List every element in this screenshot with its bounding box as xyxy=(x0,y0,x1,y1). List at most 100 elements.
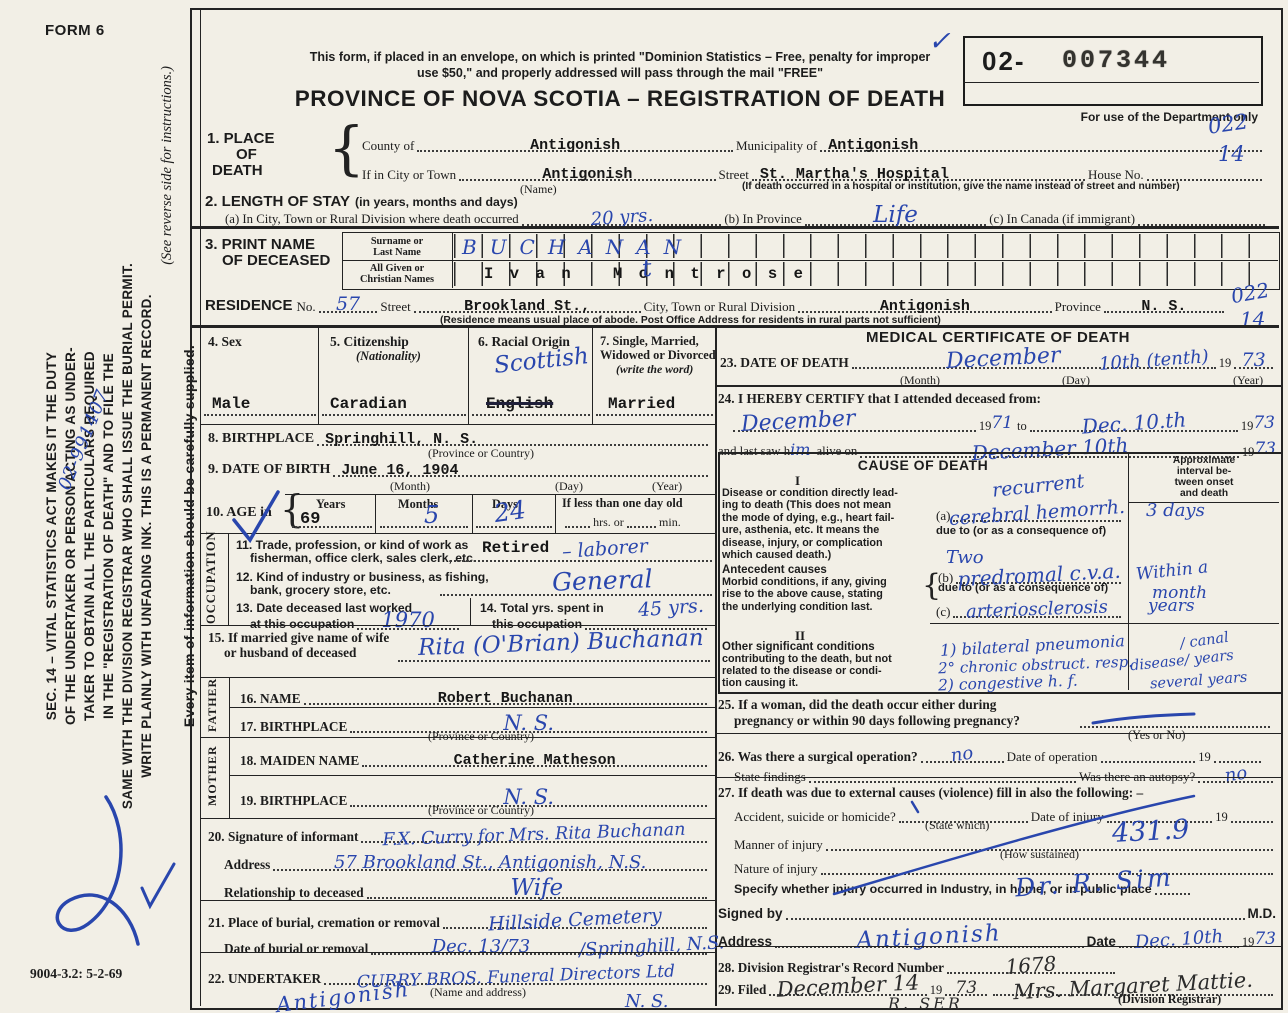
year-prefix: 19 xyxy=(1241,444,1255,459)
months-label: Months xyxy=(398,497,439,511)
interval-header-line: and death xyxy=(1179,488,1229,499)
residence-row: RESIDENCE No. 57 Street Brookland St., C… xyxy=(205,295,1227,314)
filed-row: 29. Filed December 14 19 73 Mrs. Margare… xyxy=(718,968,1276,1004)
s14-label-2: this occupation xyxy=(492,616,583,631)
last-saw-label-1: and last saw h xyxy=(718,444,791,459)
cell-divider xyxy=(468,328,469,424)
death-year: 73 xyxy=(1241,349,1266,371)
marital-label-2: Widowed or Divorced xyxy=(600,348,716,362)
other-line: related to the disease or condi- xyxy=(722,665,882,677)
inner-left-rule xyxy=(200,8,201,1006)
cause-desc-line: ure, asthenia, etc. It means the xyxy=(722,524,880,537)
print-code: 9004-3.2: 5-2-69 xyxy=(30,966,123,981)
racial-origin-struck: English xyxy=(486,395,554,413)
age-box-bottom xyxy=(200,533,715,534)
marital-line xyxy=(596,410,713,416)
cause-desc-line: Disease or condition directly lead- xyxy=(722,487,898,499)
father-name-row: 16. NAME Robert Buchanan xyxy=(240,689,710,707)
s27-blue-slash xyxy=(832,794,1196,896)
injury-date-label: Date of injury xyxy=(1030,809,1104,824)
division-registrar-sub: (Division Registrar) xyxy=(1118,992,1222,1006)
s2-paren: (in years, months and days) xyxy=(355,195,518,209)
mother-birthplace-sub: (Province or Country) xyxy=(428,803,534,817)
residence-note: (Residence means usual place of abode. P… xyxy=(440,315,941,326)
cause-title: CAUSE OF DEATH xyxy=(857,457,989,473)
months-value: 5 xyxy=(424,501,440,529)
attended-from: December xyxy=(740,406,857,437)
mother-side-rule xyxy=(229,737,230,818)
mother-birthplace-row: 19. BIRTHPLACE N. S. xyxy=(240,787,710,808)
mother-maiden-value: Catherine Matheson xyxy=(453,752,616,769)
s11-label-1: 11. Trade, profession, or kind of work a… xyxy=(236,538,469,552)
operation-label: 26. Was there a surgical operation? xyxy=(718,748,918,764)
dob-year-sub: (Year) xyxy=(652,479,683,493)
father-name-value: Robert Buchanan xyxy=(437,690,573,707)
rule-below-s23 xyxy=(715,385,1281,387)
name-note: (Name) xyxy=(520,182,557,196)
s2-title-row: 2. LENGTH OF STAY (in years, months and … xyxy=(205,194,625,210)
s26-row1: 26. Was there a surgical operation? no D… xyxy=(718,743,1276,766)
city-value: Antigonish xyxy=(542,166,633,183)
cell-divider xyxy=(592,328,593,424)
surname-value: BUCHANAN xyxy=(462,235,695,259)
how-sustained-sub: (How sustained) xyxy=(1000,847,1079,861)
s13-value: 1970 xyxy=(381,608,435,632)
cause-a-interval: 3 days xyxy=(1146,500,1205,521)
surname-grid xyxy=(454,234,1276,258)
death-month-sub: (Month) xyxy=(900,373,940,387)
s1-label-line1: 1. PLACE xyxy=(207,130,275,147)
father-birthplace-label: 17. BIRTHPLACE xyxy=(240,718,348,734)
marital-sub: (write the word) xyxy=(616,362,694,376)
year-prefix: 19 xyxy=(1215,809,1228,824)
county-value: Antigonish xyxy=(530,137,621,154)
r-ser-note: R. SER xyxy=(888,994,963,1013)
year-prefix: 19 xyxy=(1198,749,1211,764)
certificate-box-divider xyxy=(963,82,1259,83)
rule-above-s28 xyxy=(715,946,1281,947)
cause-b-interval-2: month xyxy=(1152,583,1208,603)
attended-until-year: 73 xyxy=(1253,413,1275,433)
sex-label: 4. Sex xyxy=(208,334,242,349)
sex-line xyxy=(204,410,316,416)
antecedent-line: Morbid conditions, if any, giving xyxy=(722,576,887,589)
cause-b-label: (b) xyxy=(938,570,954,585)
antecedent-desc: Antecedent causes Morbid conditions, if … xyxy=(722,564,887,613)
burial-date-row: Date of burial or removal Dec. 13/73 /Sp… xyxy=(224,932,725,961)
burial-date-value: Dec. 13/73 xyxy=(431,936,531,957)
s1-code-022: 022 xyxy=(1206,109,1250,139)
dob-value: June 16, 1904 xyxy=(341,462,459,479)
dob-day-sub: (Day) xyxy=(555,479,583,493)
roman-two: II xyxy=(795,628,806,643)
s15-label-2: or husband of deceased xyxy=(224,645,357,660)
s15-line xyxy=(398,656,710,662)
s12-label-2: bank, grocery store, etc. xyxy=(250,583,391,597)
blue-checkmark: ✓ xyxy=(928,26,951,57)
residence-label: RESIDENCE xyxy=(205,297,293,314)
hrs-min-row: hrs. or min. xyxy=(562,512,710,528)
autopsy-label: Was there an autopsy? xyxy=(1078,769,1196,784)
cause-b-brace: { xyxy=(922,568,942,603)
filed-year: 73 xyxy=(955,978,978,998)
occupation-side-rule xyxy=(228,533,229,625)
given-name-correction: t xyxy=(640,253,654,283)
s2-row: (a) In City, Town or Rural Division wher… xyxy=(225,204,1268,230)
column-divider xyxy=(715,325,717,1006)
cause-a-row: (a) cerebral hemorrh. xyxy=(936,496,1126,530)
sex-value: Male xyxy=(212,395,251,413)
to-label: to xyxy=(1016,418,1027,433)
s2a-label: (a) In City, Town or Rural Division wher… xyxy=(225,212,519,227)
name-box-divider xyxy=(342,260,1278,261)
blue-flourish-mark xyxy=(55,795,176,946)
certify-label: 24. I HEREBY CERTIFY that I attended dec… xyxy=(718,391,1041,406)
cause-desc-line: disease, injury, or complication xyxy=(722,536,883,549)
birthplace-sub: (Province or Country) xyxy=(428,446,534,460)
department-use-note: For use of the Department only xyxy=(1080,110,1258,124)
cause-desc-line: which caused death.) xyxy=(722,549,832,562)
interval-header-line: Approximate xyxy=(1172,455,1236,466)
cause-b-hand-top: Two xyxy=(946,547,984,568)
cause-desc-1: Disease or condition directly lead- ing … xyxy=(722,487,898,561)
mail-notice-line1: This form, if placed in an envelope, on … xyxy=(309,50,931,64)
s14-label-1: 14. Total yrs. spent in xyxy=(480,601,604,615)
racial-origin-label: 6. Racial Origin xyxy=(478,334,570,349)
antecedent-line: rise to the above cause, stating xyxy=(722,588,883,601)
